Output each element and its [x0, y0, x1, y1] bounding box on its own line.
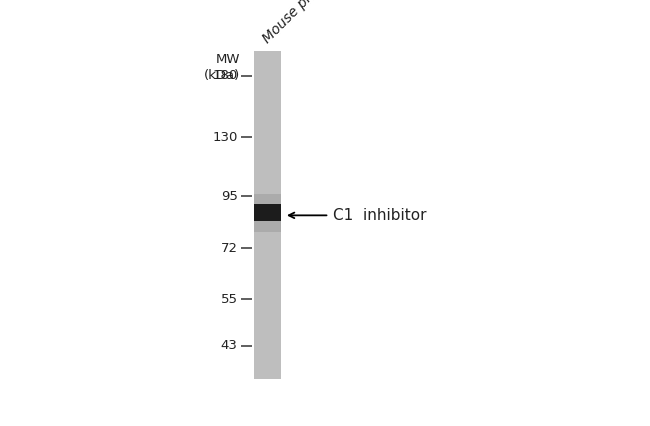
Text: 95: 95: [221, 190, 238, 203]
Text: C1  inhibitor: C1 inhibitor: [333, 208, 427, 223]
Text: MW
(kDa): MW (kDa): [204, 53, 240, 82]
Bar: [254, 204, 281, 222]
Text: 130: 130: [213, 130, 238, 144]
Text: 72: 72: [220, 242, 238, 255]
Bar: [254, 194, 281, 232]
Text: Mouse plasma: Mouse plasma: [260, 0, 341, 46]
Text: 43: 43: [221, 339, 238, 352]
Bar: [254, 51, 281, 379]
Text: 180: 180: [213, 69, 238, 82]
Text: 55: 55: [220, 293, 238, 306]
